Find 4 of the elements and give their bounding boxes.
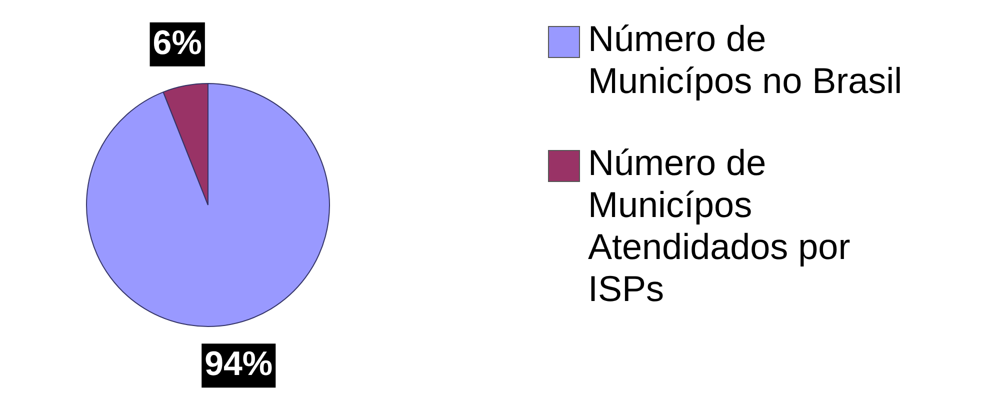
legend-label: Número de Municípos Atendidados por ISPs (588, 142, 852, 310)
data-label: 6% (152, 24, 202, 62)
legend-label: Número de Municípos no Brasil (588, 18, 904, 102)
data-label: 94% (204, 344, 273, 383)
